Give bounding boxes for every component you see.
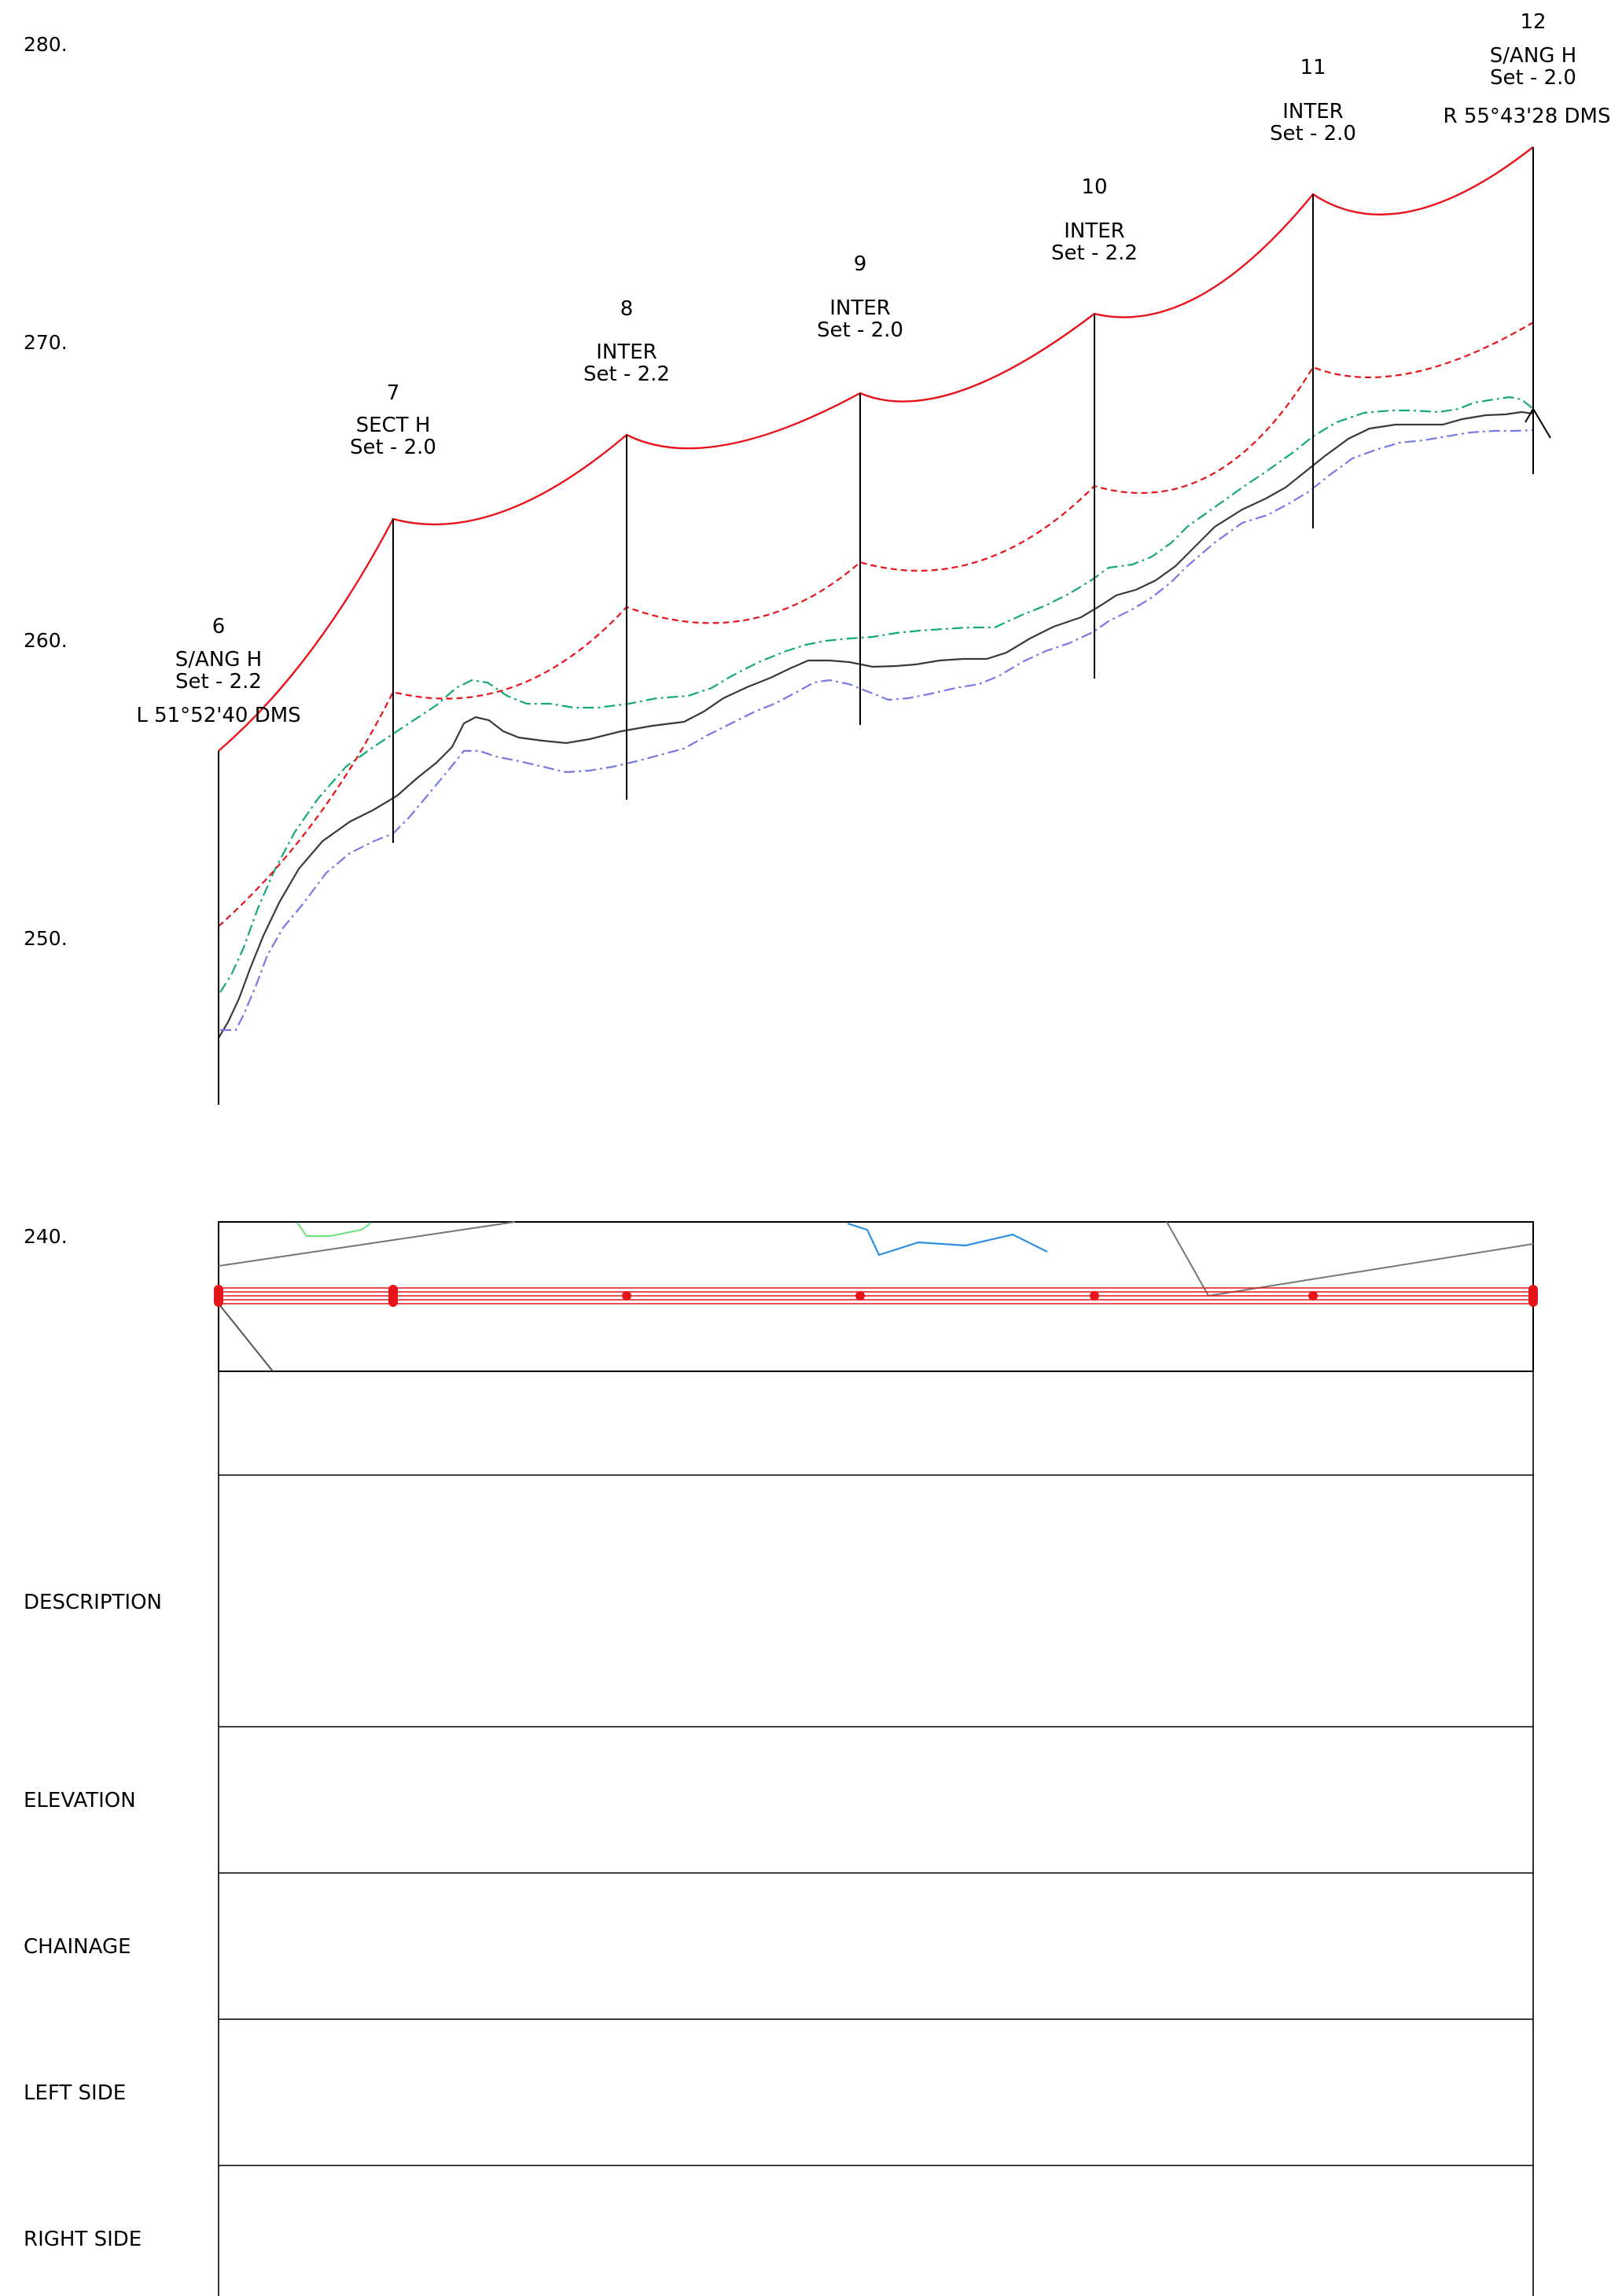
plan-pole-11-marker-icon	[1308, 1291, 1318, 1301]
pole-10-set: Set - 2.2	[1051, 241, 1138, 265]
plan-boundary-line-4	[218, 1303, 274, 1372]
plan-route-line	[219, 1287, 1533, 1304]
elevation-label-280: 280.	[24, 33, 68, 56]
ground-upper-offset-line	[219, 396, 1534, 993]
row-label-right-side: RIGHT SIDE	[24, 2228, 142, 2251]
ground-profile-line	[218, 410, 1534, 1039]
plan-pole-6-marker-icon	[214, 1285, 223, 1307]
poles	[218, 147, 1551, 1105]
ground-lower-offset-line	[220, 429, 1534, 1032]
plan-view-strip	[214, 1221, 1538, 1372]
pole-6-angle: L 51°52'40 DMS	[136, 704, 300, 727]
pole-10-type: INTER	[1064, 219, 1125, 243]
pole-10-annotation: 10 INTER Set - 2.2	[1051, 175, 1138, 265]
pole-7-set: Set - 2.0	[350, 436, 436, 459]
pole-11-type: INTER	[1282, 100, 1344, 123]
plan-boundary-line-3	[1208, 1243, 1534, 1297]
pole-8-type: INTER	[596, 340, 657, 364]
pole-12-annotation: 12 S/ANG H Set - 2.0 R 55°43'28 DMS	[1444, 10, 1611, 128]
row-label-description: DESCRIPTION	[24, 1591, 162, 1614]
pole-8-number: 8	[620, 297, 634, 321]
elevation-label-260: 260.	[24, 629, 68, 652]
pole-6-annotation: 6 S/ANG H Set - 2.2 L 51°52'40 DMS	[136, 615, 300, 727]
plan-stream-line	[847, 1222, 1048, 1257]
plan-pole-9-marker-icon	[855, 1291, 865, 1301]
pole-6-number: 6	[212, 615, 226, 638]
elevation-label-270: 270.	[24, 331, 68, 354]
pole-8-annotation: 8 INTER Set - 2.2	[583, 297, 670, 386]
row-label-chainage: CHAINAGE	[24, 1935, 131, 1959]
pole-10-number: 10	[1081, 175, 1107, 199]
plan-vegetation-line	[296, 1222, 372, 1237]
pole-11-set: Set - 2.0	[1270, 122, 1356, 145]
plan-pole-12-marker-icon	[1528, 1285, 1538, 1307]
pole-6-set: Set - 2.2	[175, 670, 262, 694]
elevation-label-250: 250.	[24, 927, 68, 950]
ground-profiles	[218, 396, 1534, 1039]
pole-11-annotation: 11 INTER Set - 2.0	[1270, 56, 1356, 145]
plan-view-frame	[218, 1221, 1534, 1372]
plan-pole-markers	[214, 1285, 1538, 1307]
pole-12-type: S/ANG H	[1490, 44, 1576, 68]
pole-9-annotation: 9 INTER Set - 2.0	[817, 252, 903, 342]
pole-12-number: 12	[1520, 10, 1546, 34]
elevation-label-240: 240.	[24, 1225, 68, 1248]
plan-pole-7-marker-icon	[388, 1285, 398, 1307]
pole-12-angle: R 55°43'28 DMS	[1444, 105, 1611, 128]
conductors	[218, 146, 1534, 927]
pole-7-type: SECT H	[356, 414, 431, 437]
pole-annotations: 6 S/ANG H Set - 2.2 L 51°52'40 DMS 7 SEC…	[136, 10, 1610, 727]
lower-conductor-line	[218, 322, 1534, 927]
pole-7-number: 7	[387, 381, 400, 405]
pole-12-set: Set - 2.0	[1490, 66, 1576, 90]
pole-9-type: INTER	[829, 296, 891, 320]
row-label-elevation: ELEVATION	[24, 1789, 136, 1812]
plan-boundary-line-1	[218, 1221, 516, 1267]
table-row-labels: DESCRIPTION ELEVATION CHAINAGE LEFT SIDE…	[24, 1591, 162, 2251]
pole-9-number: 9	[854, 252, 867, 276]
pole-12-stay-icon	[1525, 407, 1551, 439]
data-table	[218, 1371, 1534, 2296]
pole-11-number: 11	[1300, 56, 1326, 79]
pole-8-set: Set - 2.2	[583, 362, 670, 386]
plan-pole-8-marker-icon	[622, 1291, 631, 1301]
plan-pole-10-marker-icon	[1090, 1291, 1099, 1301]
row-label-left-side: LEFT SIDE	[24, 2081, 126, 2105]
plan-boundary-line-2	[1166, 1221, 1209, 1297]
elevation-axis: 280. 270. 260. 250. 240.	[24, 33, 68, 1248]
pole-7-annotation: 7 SECT H Set - 2.0	[350, 381, 436, 459]
pole-9-set: Set - 2.0	[817, 318, 903, 342]
pole-6-type: S/ANG H	[175, 648, 262, 672]
